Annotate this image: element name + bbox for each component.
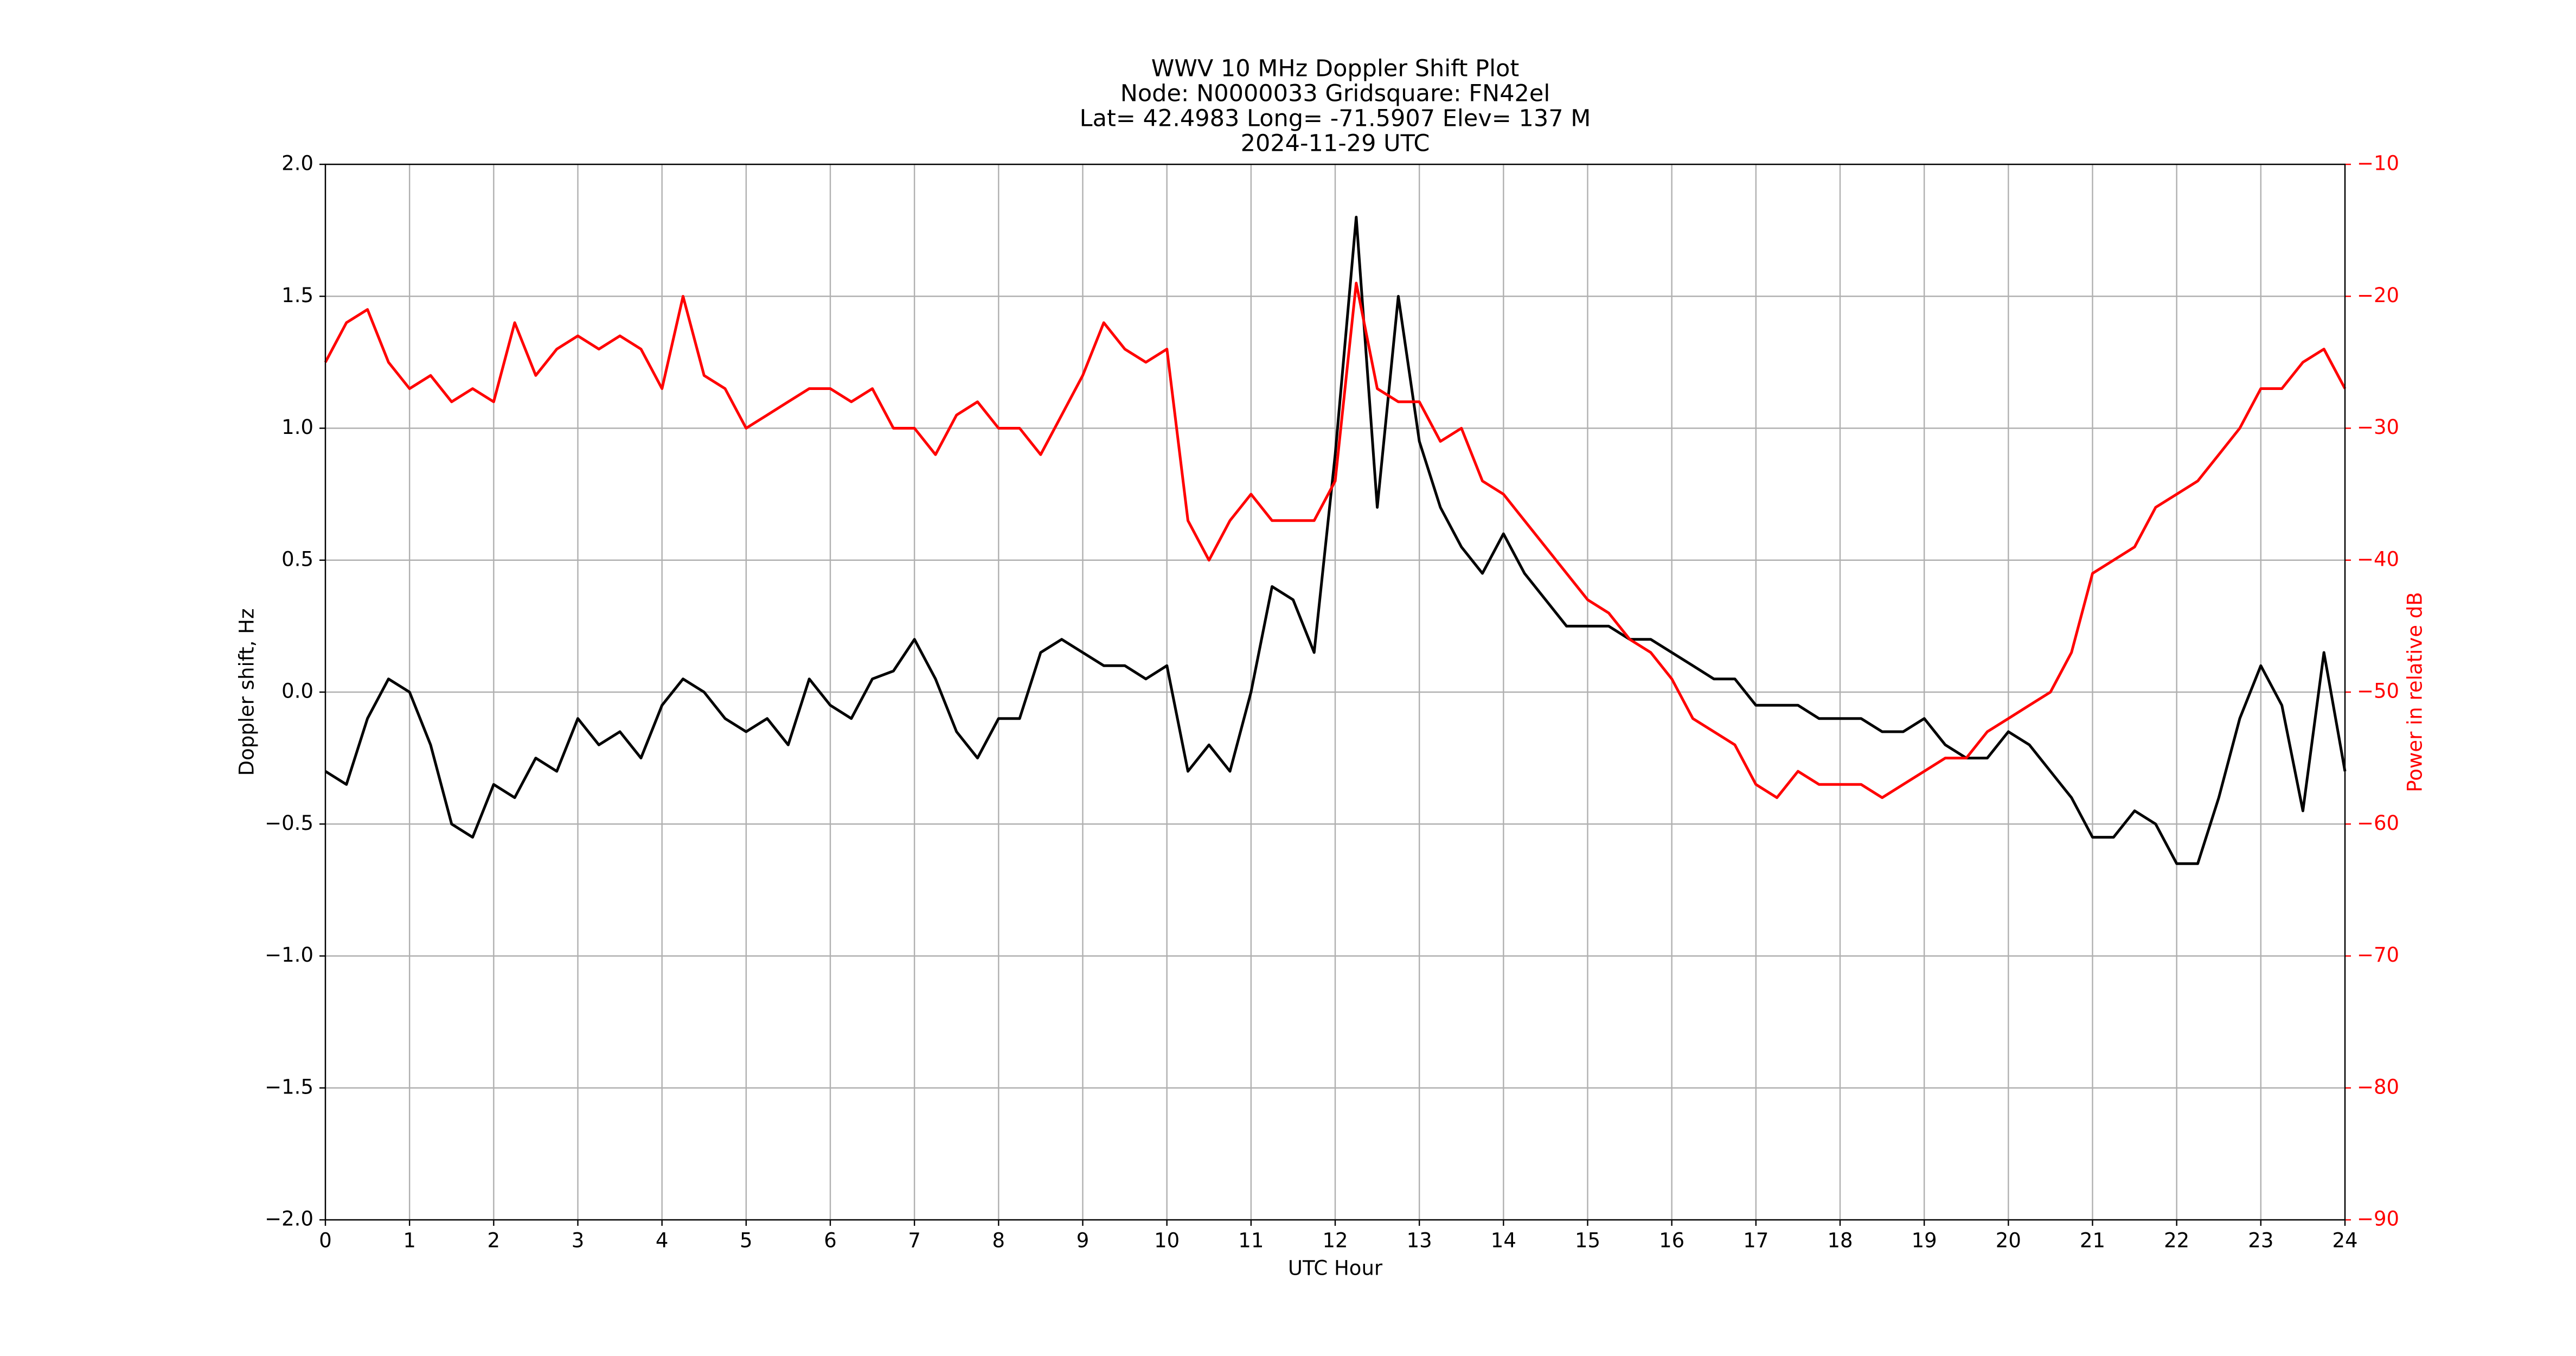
x-tick-label: 0 <box>319 1229 332 1252</box>
y-tick-label: −2.0 <box>265 1207 313 1231</box>
data-line <box>324 282 2347 799</box>
x-tick-label: 1 <box>403 1229 416 1252</box>
x-tick-label: 11 <box>1238 1229 1264 1252</box>
x-tick-label: 9 <box>1076 1229 1090 1252</box>
x-tick-label: 4 <box>656 1229 669 1252</box>
y2-tick-label: −50 <box>2357 680 2399 703</box>
x-tick-label: 19 <box>1912 1229 1937 1252</box>
x-tick-label: 22 <box>2164 1229 2189 1252</box>
chart-subtitle: Lat= 42.4983 Long= -71.5907 Elev= 137 M <box>1080 105 1591 132</box>
x-tick-label: 10 <box>1154 1229 1180 1252</box>
x-tick-label: 24 <box>2332 1229 2357 1252</box>
y-tick-label: 0.0 <box>281 680 313 703</box>
y2-tick-label: −60 <box>2357 811 2399 835</box>
y2-axis-label: Power in relative dB <box>2404 592 2427 792</box>
y-tick-label: −0.5 <box>265 811 313 835</box>
x-tick-label: 18 <box>1827 1229 1853 1252</box>
x-tick-label: 13 <box>1407 1229 1432 1252</box>
y-tick-label: −1.5 <box>265 1075 313 1098</box>
y-tick-label: 1.0 <box>281 415 313 439</box>
x-tick-label: 7 <box>908 1229 921 1252</box>
x-tick-label: 15 <box>1575 1229 1600 1252</box>
x-tick-label: 20 <box>1996 1229 2021 1252</box>
y2-tick-label: −10 <box>2357 152 2399 175</box>
y-axis-label: Doppler shift, Hz <box>235 609 259 776</box>
x-tick-label: 8 <box>992 1229 1005 1252</box>
x-tick-label: 16 <box>1659 1229 1684 1252</box>
chart-title: WWV 10 MHz Doppler Shift Plot <box>1151 55 1519 82</box>
y2-tick-label: −80 <box>2357 1075 2399 1098</box>
x-tick-label: 23 <box>2248 1229 2273 1252</box>
data-line <box>324 215 2347 865</box>
chart-subtitle: 2024-11-29 UTC <box>1241 130 1430 157</box>
x-tick-label: 2 <box>488 1229 501 1252</box>
x-tick-label: 3 <box>572 1229 585 1252</box>
x-tick-label: 21 <box>2080 1229 2105 1252</box>
y2-tick-label: −70 <box>2357 943 2399 967</box>
y-tick-label: 1.5 <box>281 284 313 307</box>
y-tick-label: 0.5 <box>281 547 313 571</box>
y-tick-label: −1.0 <box>265 943 313 967</box>
y2-tick-label: −20 <box>2357 284 2399 307</box>
x-tick-label: 12 <box>1322 1229 1348 1252</box>
y2-tick-label: −40 <box>2357 547 2399 571</box>
x-tick-label: 5 <box>740 1229 753 1252</box>
y2-tick-label: −90 <box>2357 1207 2399 1231</box>
y2-tick-label: −30 <box>2357 415 2399 439</box>
x-tick-label: 17 <box>1743 1229 1768 1252</box>
plot-frame <box>324 163 2346 1221</box>
x-tick-label: 6 <box>824 1229 837 1252</box>
chart-subtitle: Node: N0000033 Gridsquare: FN42el <box>1120 80 1550 107</box>
y-tick-label: 2.0 <box>281 152 313 175</box>
x-tick-label: 14 <box>1491 1229 1516 1252</box>
x-axis-label: UTC Hour <box>1288 1257 1383 1280</box>
